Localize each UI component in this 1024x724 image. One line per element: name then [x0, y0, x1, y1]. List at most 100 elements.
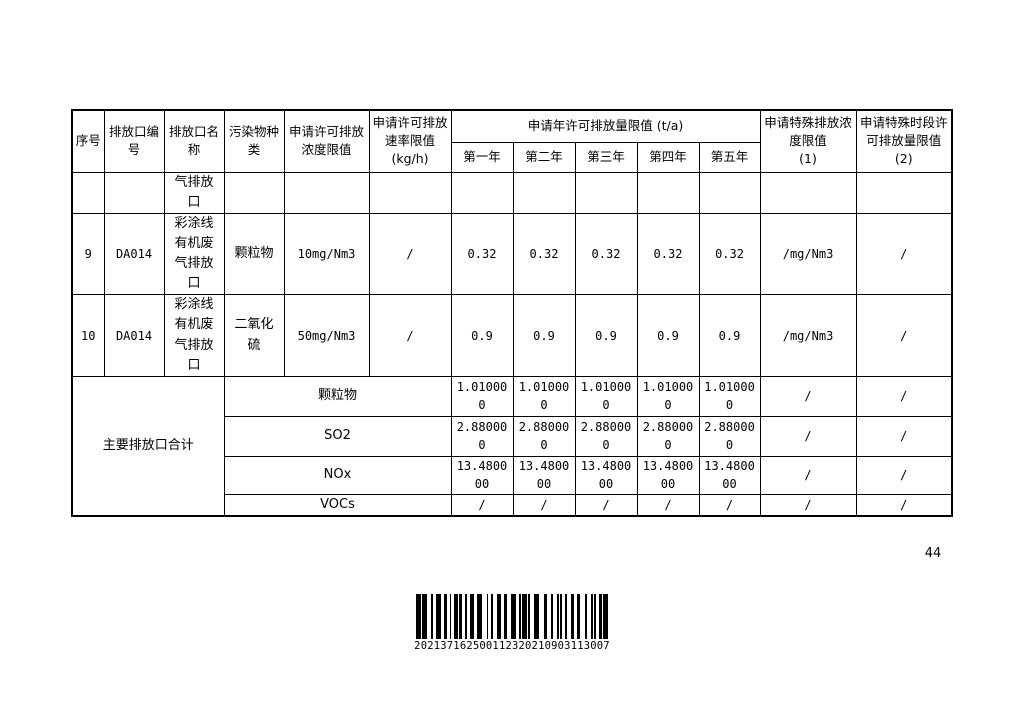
header-year-2: 第二年 — [512, 141, 576, 173]
table-cell: 0.9 — [698, 294, 761, 377]
table-cell — [368, 171, 452, 214]
table-cell: / — [759, 375, 857, 417]
table-cell: /mg/Nm3 — [759, 294, 857, 377]
emission-limits-table: 序号 排放口编号 排放口名称 污染物种类 申请许可排放浓度限值 申请许可排放速率… — [71, 109, 954, 518]
table-cell: 0.9 — [450, 294, 514, 377]
table-cell: 颗粒物 — [223, 212, 285, 296]
header-year-1: 第一年 — [450, 141, 514, 173]
table-cell: DA014 — [103, 212, 165, 296]
table-cell: 0.9 — [636, 294, 700, 377]
summary-row-so2: SO2 2.880000 2.880000 2.880000 2.880000 … — [72, 415, 953, 457]
table-cell — [636, 171, 700, 214]
header-year-5: 第五年 — [698, 141, 761, 173]
table-cell: 2.880000 — [574, 415, 638, 457]
table-cell: 1.010000 — [512, 375, 576, 417]
header-annual-limit: 申请年许可排放量限值 (t/a) — [450, 109, 761, 143]
table-cell: / — [855, 493, 953, 517]
table-cell: 1.010000 — [450, 375, 514, 417]
table-cell: 彩涂线有机废气排放口 — [163, 212, 225, 296]
table-cell: / — [855, 375, 953, 417]
table-cell: / — [759, 415, 857, 457]
table-cell: 0.32 — [512, 212, 576, 296]
table-cell: SO2 — [223, 415, 452, 457]
summary-row-vocs: VOCs / / / / / / / — [72, 493, 953, 517]
table-cell — [759, 171, 857, 214]
header-seq: 序号 — [71, 109, 105, 173]
table-cell — [574, 171, 638, 214]
header-special-conc: 申请特殊排放浓度限值 (1) — [759, 109, 857, 173]
header-rate-limit: 申请许可排放速率限值 (kg/h) — [368, 109, 452, 173]
table-cell — [223, 171, 285, 214]
table-cell: / — [450, 493, 514, 517]
barcode: 202137162500112320210903113007 — [412, 594, 612, 652]
table-cell: / — [512, 493, 576, 517]
table-cell: 2.880000 — [512, 415, 576, 457]
table-cell: / — [574, 493, 638, 517]
table-cell: / — [855, 455, 953, 495]
table-cell — [698, 171, 761, 214]
table-cell: 10 — [71, 294, 105, 377]
table-cell: 颗粒物 — [223, 375, 452, 417]
table-cell: 9 — [71, 212, 105, 296]
table-cell: 彩涂线有机废气排放口 — [163, 294, 225, 377]
table-cell: 10mg/Nm3 — [283, 212, 370, 296]
table-row-9: 9 DA014 彩涂线有机废气排放口 颗粒物 10mg/Nm3 / 0.32 0… — [71, 212, 953, 296]
table-cell — [71, 171, 105, 214]
header-outlet-name: 排放口名称 — [163, 109, 225, 173]
table-cell: / — [855, 212, 953, 296]
table-cell: 2.880000 — [450, 415, 514, 457]
barcode-number: 202137162500112320210903113007 — [414, 640, 610, 652]
table-cell: 1.010000 — [698, 375, 761, 417]
table-cell: 0.32 — [574, 212, 638, 296]
table-cell — [855, 171, 953, 214]
header-row-1: 序号 排放口编号 排放口名称 污染物种类 申请许可排放浓度限值 申请许可排放速率… — [71, 109, 953, 173]
table-cell — [450, 171, 514, 214]
table-cell: 0.32 — [636, 212, 700, 296]
table-cell: 13.480000 — [636, 455, 700, 495]
header-pollutant-type: 污染物种类 — [223, 109, 285, 173]
table-cell: 0.32 — [450, 212, 514, 296]
table-cell — [283, 171, 370, 214]
table-cell: 0.9 — [512, 294, 576, 377]
table-cell: / — [636, 493, 700, 517]
summary-row-nox: NOx 13.480000 13.480000 13.480000 13.480… — [72, 455, 953, 495]
table-cell: 0.9 — [574, 294, 638, 377]
table-cell: DA014 — [103, 294, 165, 377]
table-cell: 50mg/Nm3 — [283, 294, 370, 377]
page-number: 44 — [924, 546, 942, 561]
table-cell: 0.32 — [698, 212, 761, 296]
table-cell: /mg/Nm3 — [759, 212, 857, 296]
table-cell: VOCs — [223, 493, 452, 517]
table-cell — [512, 171, 576, 214]
table-cell: / — [855, 415, 953, 457]
header-special-period: 申请特殊时段许可排放量限值 (2) — [855, 109, 953, 173]
table-cell: / — [759, 493, 857, 517]
header-row-2: 第一年 第二年 第三年 第四年 第五年 — [72, 141, 952, 173]
table-cell: / — [759, 455, 857, 495]
table-row-10: 10 DA014 彩涂线有机废气排放口 二氧化硫 50mg/Nm3 / 0.9 … — [71, 294, 953, 377]
table-cell: 1.010000 — [636, 375, 700, 417]
table-cell: 13.480000 — [450, 455, 514, 495]
table-cell: 13.480000 — [698, 455, 761, 495]
table-cell: 二氧化硫 — [223, 294, 285, 377]
table-cell: / — [368, 212, 452, 296]
header-outlet-no: 排放口编号 — [103, 109, 165, 173]
table-cell: 2.880000 — [698, 415, 761, 457]
table-cell — [103, 171, 165, 214]
barcode-bars — [416, 594, 609, 639]
table-cell: 2.880000 — [636, 415, 700, 457]
table-cell: 13.480000 — [574, 455, 638, 495]
table-cell: / — [698, 493, 761, 517]
summary-row-pm: 主要排放口合计 颗粒物 1.010000 1.010000 1.010000 1… — [71, 375, 953, 517]
table-cell: 气排放口 — [163, 171, 225, 214]
header-year-4: 第四年 — [636, 141, 700, 173]
table-cell: / — [855, 294, 953, 377]
table-cell: 13.480000 — [512, 455, 576, 495]
table-cell: NOx — [223, 455, 452, 495]
table-row-gas-outlet: 气排放口 — [71, 171, 953, 214]
summary-label: 主要排放口合计 — [71, 375, 225, 517]
table-cell: 1.010000 — [574, 375, 638, 417]
header-conc-limit: 申请许可排放浓度限值 — [283, 109, 370, 173]
header-year-3: 第三年 — [574, 141, 638, 173]
